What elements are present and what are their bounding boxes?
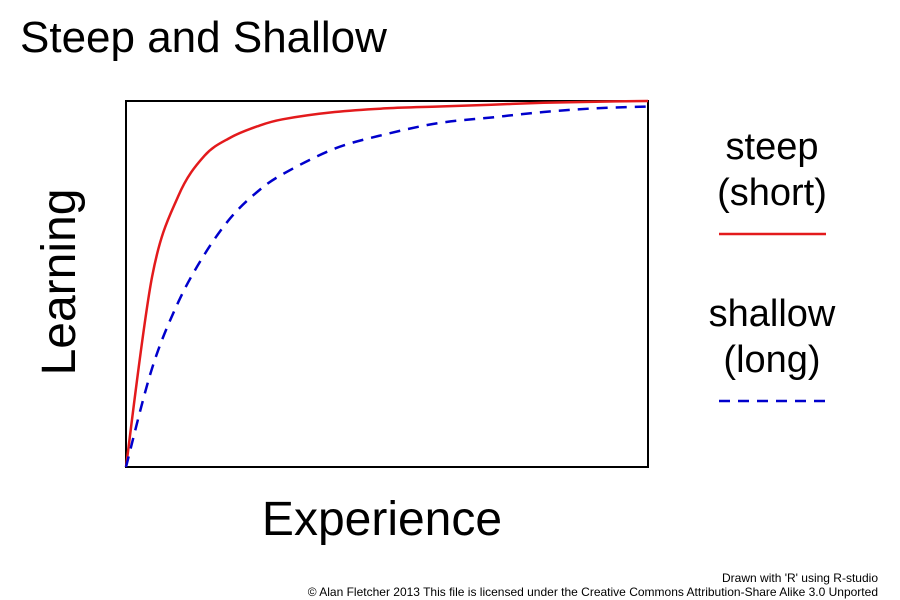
credit-line-1: Drawn with 'R' using R-studio	[722, 571, 878, 585]
credit-line-2: © Alan Fletcher 2013 This file is licens…	[307, 585, 878, 599]
legend-label-steep: steep (short)	[717, 124, 827, 216]
series-line-shallow	[124, 105, 649, 468]
x-axis-label: Experience	[261, 493, 503, 546]
series-line-steep	[124, 99, 649, 468]
legend-shallow-line1: shallow	[708, 293, 836, 335]
chart-title: Steep and Shallow	[20, 13, 387, 62]
y-axis-label: Learning	[33, 188, 86, 376]
legend-shallow-line2: (long)	[723, 339, 821, 381]
plot-frame	[125, 100, 649, 468]
legend-steep-line1: steep	[725, 126, 819, 168]
legend-steep-line2: (short)	[717, 172, 827, 214]
legend-label-shallow: shallow (long)	[709, 291, 836, 383]
series-layer	[124, 99, 649, 468]
